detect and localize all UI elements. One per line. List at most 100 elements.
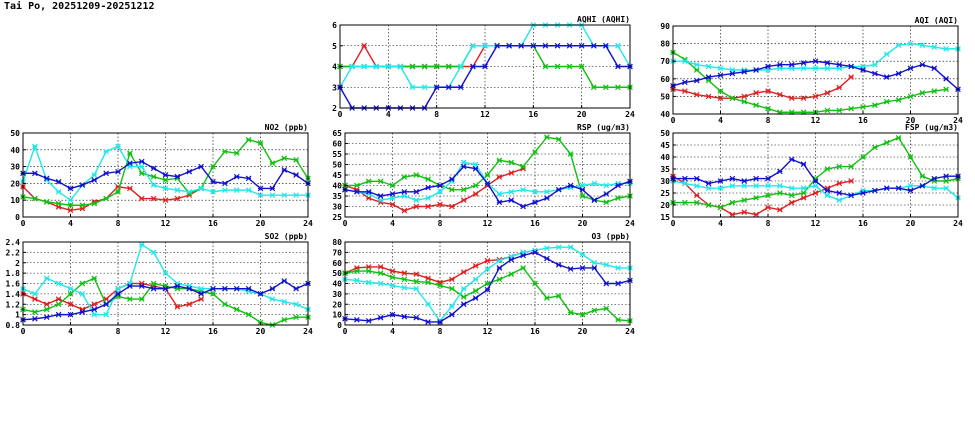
data-point [354,277,360,284]
data-point [401,313,408,320]
data-point [705,185,712,192]
x-tick-label: 24 [625,327,635,336]
data-point [222,148,228,155]
x-tick-label: 4 [68,327,73,336]
x-tick-label: 20 [256,219,266,228]
data-point [409,84,416,91]
data-point [836,84,843,91]
data-point [907,182,914,189]
data-point [590,84,597,91]
data-point [729,211,736,218]
data-point [717,185,724,192]
data-point [472,295,479,301]
data-point [788,192,795,199]
x-tick-label: 0 [671,219,676,228]
data-point [753,67,759,73]
data-point [354,316,360,323]
data-point [162,177,169,183]
data-point [943,185,949,192]
data-point [413,203,420,210]
y-tick-label: 40 [10,146,20,155]
data-point [103,170,109,177]
data-point [788,185,795,192]
data-point [777,61,783,68]
data-point [361,63,367,70]
data-point [591,197,598,204]
data-point [484,280,491,287]
data-point [530,42,537,49]
data-point [931,65,938,72]
data-point [895,42,902,49]
data-point [361,42,367,49]
data-point [603,182,610,189]
data-point [919,42,926,49]
data-point [281,192,288,198]
y-tick-label: 40 [332,280,342,289]
y-tick-label: 0 [15,213,20,222]
data-point [520,163,526,170]
data-point [741,98,748,105]
data-point [472,276,479,283]
data-point [788,199,795,206]
data-point [257,291,264,297]
data-point [233,173,240,180]
data-point [591,265,598,271]
data-point [174,283,181,289]
x-tick-label: 0 [21,327,26,336]
data-point [365,264,372,270]
data-point [907,93,914,100]
data-point [472,287,479,294]
data-point [848,163,854,170]
data-point [484,180,491,187]
data-point [377,264,384,270]
data-point [800,194,807,201]
y-tick-label: 4 [332,63,337,72]
data-point [174,195,181,202]
data-point [705,180,712,187]
data-point [907,154,914,160]
data-point [460,186,467,193]
data-point [555,136,562,143]
data-point [138,170,145,177]
x-tick-label: 24 [625,110,635,119]
data-point [591,180,598,187]
data-point [824,192,831,199]
data-point [682,180,688,187]
data-point [269,296,276,302]
data-point [460,301,467,308]
x-tick-label: 16 [530,327,540,336]
data-point [705,202,712,208]
y-tick-label: 5 [332,42,337,51]
data-point [765,105,771,112]
data-point [693,77,700,84]
data-point [919,90,926,96]
data-point [433,63,440,70]
data-point [591,307,598,314]
data-point [413,172,420,178]
data-point [103,311,109,318]
data-point [425,203,431,210]
data-point [43,301,50,308]
data-point [67,185,74,192]
data-point [812,65,819,72]
data-point [717,65,724,72]
data-point [931,175,938,182]
data-point [508,159,515,166]
x-tick-label: 0 [21,219,26,228]
data-point [579,265,586,271]
data-point [150,249,157,256]
data-point [520,265,526,271]
data-point [482,63,488,70]
data-point [741,197,748,204]
data-point [603,191,610,197]
data-point [555,186,562,193]
data-point [43,275,50,282]
data-point [590,42,597,49]
data-point [603,305,610,312]
y-tick-label: 45 [332,171,342,180]
y-tick-label: 50 [660,129,670,138]
data-point [496,157,503,164]
data-point [445,63,452,70]
